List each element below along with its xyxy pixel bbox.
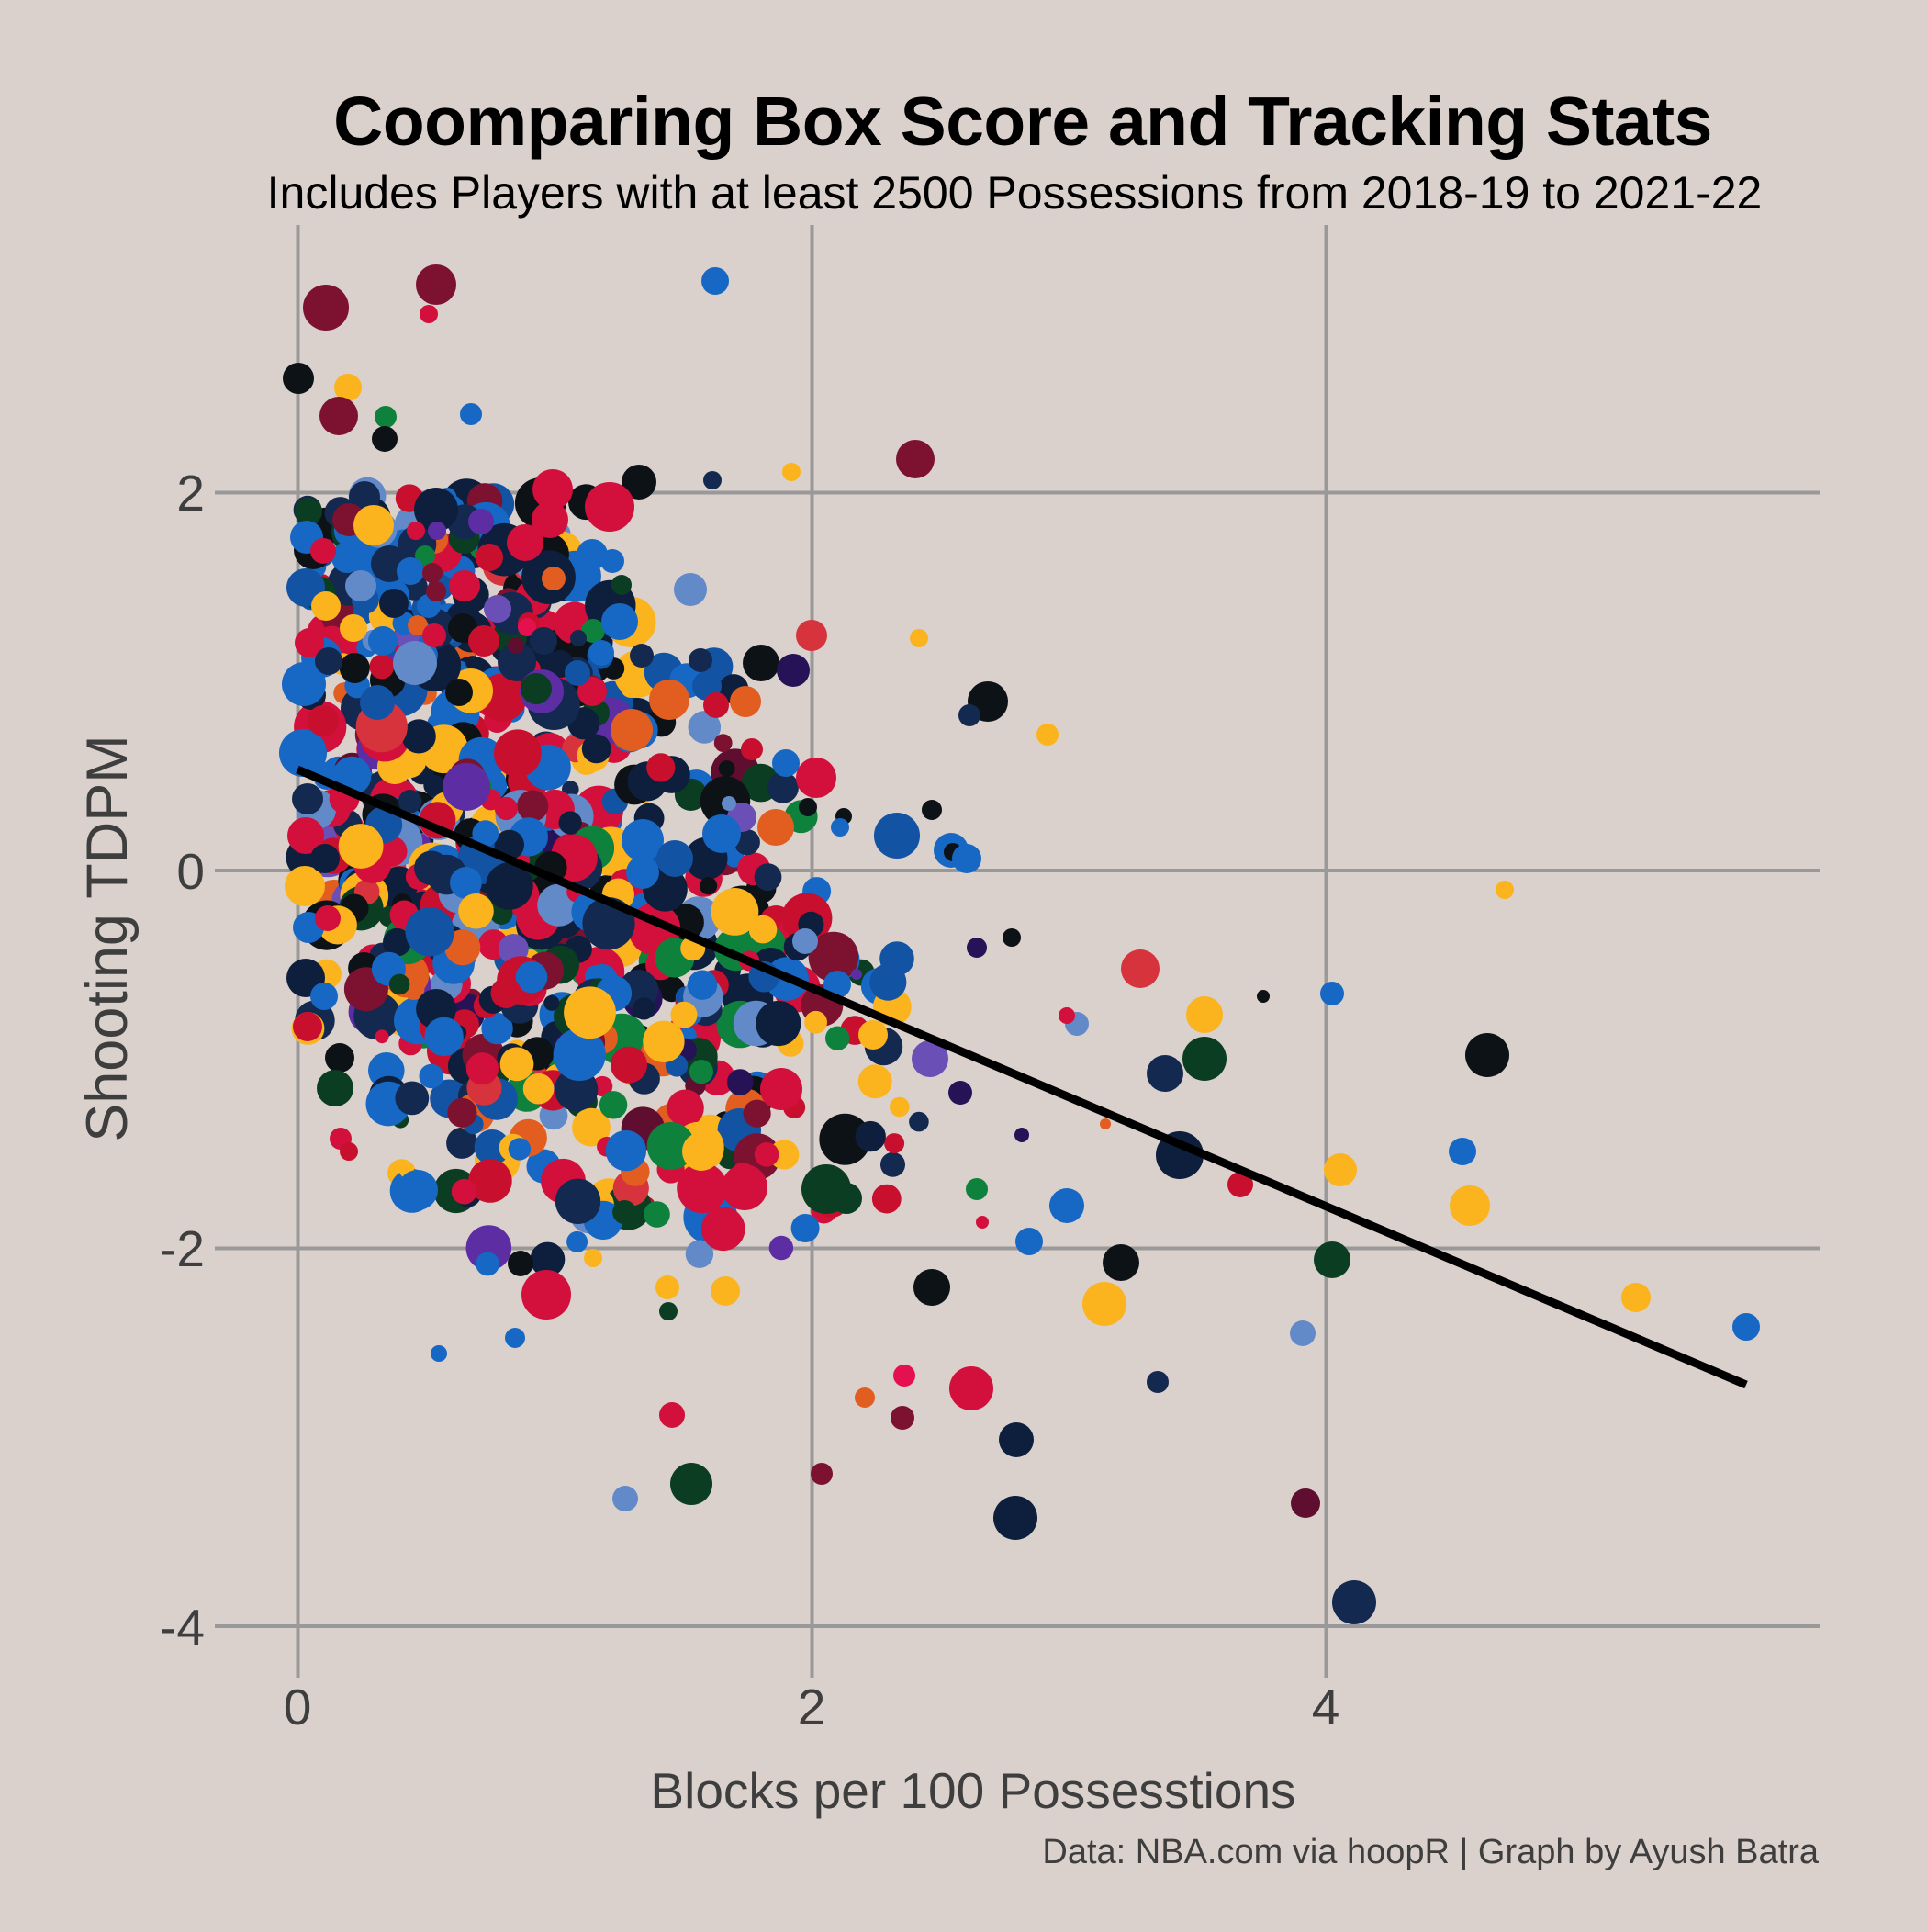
svg-text:Data: NBA.com via hoopR | Grap: Data: NBA.com via hoopR | Graph by Ayush…: [1042, 1833, 1819, 1871]
svg-text:-2: -2: [160, 1220, 205, 1277]
svg-text:Coomparing Box Score and Track: Coomparing Box Score and Tracking Stats: [333, 83, 1712, 160]
svg-text:2: 2: [798, 1679, 826, 1735]
svg-text:Shooting TDPM: Shooting TDPM: [75, 735, 140, 1142]
svg-text:4: 4: [1312, 1679, 1340, 1735]
svg-text:Includes Players with at least: Includes Players with at least 2500 Poss…: [267, 167, 1763, 219]
svg-text:2: 2: [176, 465, 205, 522]
svg-text:0: 0: [284, 1679, 312, 1735]
svg-text:Blocks per 100 Possesstions: Blocks per 100 Possesstions: [650, 1762, 1295, 1819]
svg-text:0: 0: [176, 843, 205, 900]
svg-text:-4: -4: [160, 1599, 205, 1656]
